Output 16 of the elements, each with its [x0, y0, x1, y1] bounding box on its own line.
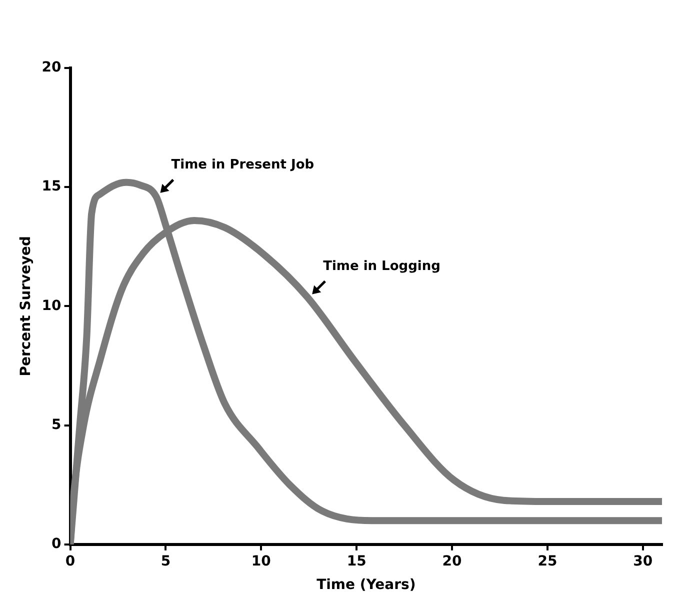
x-tick-label: 15: [346, 553, 366, 570]
y-tick-label: 5: [52, 416, 62, 433]
y-tick-label: 20: [42, 60, 62, 76]
text: Time in Logging: [323, 259, 440, 274]
x-tick-label: 30: [633, 553, 653, 570]
x-tick-label: 5: [160, 553, 171, 570]
x-tick-label: 20: [442, 553, 462, 570]
y-tick-label: 0: [52, 536, 62, 552]
x-tick-label: 25: [538, 553, 558, 570]
y-tick-label: 15: [42, 178, 62, 195]
y-axis-title: Percent Surveyed: [18, 236, 34, 376]
x-axis-title: Time (Years): [316, 577, 416, 594]
x-tick-label: 10: [251, 553, 272, 570]
y-tick-label: 10: [42, 298, 62, 314]
text: Time in Present Job: [171, 158, 314, 173]
x-tick-label: 0: [65, 553, 76, 570]
